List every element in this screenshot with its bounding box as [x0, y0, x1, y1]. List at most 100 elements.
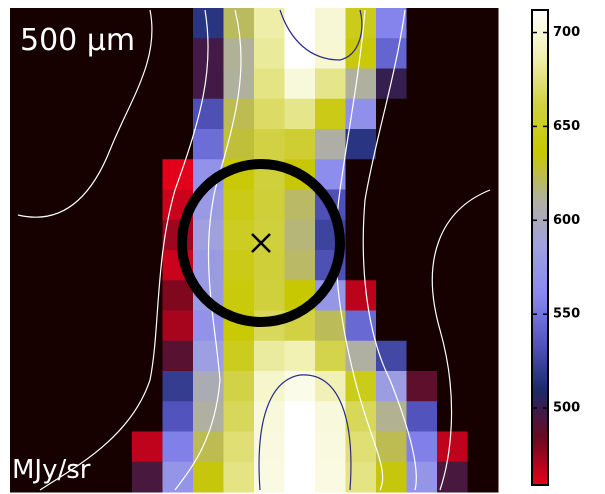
map-cell: [40, 8, 72, 39]
map-cell: [284, 68, 316, 100]
map-cell: [40, 371, 72, 402]
map-cell: [284, 98, 316, 130]
colorbar-tick-label: 500: [553, 401, 580, 416]
map-cell: [132, 129, 163, 160]
map-cell: [40, 38, 72, 69]
map-cell: [10, 8, 41, 39]
map-cell: [71, 371, 102, 402]
map-cell: [132, 189, 163, 221]
map-cell: [101, 189, 133, 221]
map-cell: [193, 461, 224, 493]
map-cell: [406, 159, 438, 190]
map-cell: [284, 8, 316, 39]
map-cell: [71, 280, 102, 311]
contours: [17, 9, 491, 491]
map-cell: [467, 38, 499, 69]
map-cell: [132, 310, 163, 342]
map-cell: [40, 401, 72, 432]
map-cell: [10, 68, 41, 100]
map-cell: [71, 159, 102, 190]
map-cell: [467, 189, 499, 221]
map-cell: [10, 340, 41, 372]
map-cell: [467, 98, 499, 130]
map-cell: [10, 310, 41, 342]
map-cell: [406, 340, 438, 372]
map-cell: [132, 401, 163, 432]
colorbar: [531, 9, 549, 486]
map-cell: [437, 401, 468, 432]
map-cell: [345, 189, 377, 221]
map-cell: [345, 250, 377, 281]
map-cell: [254, 280, 285, 311]
map-cell: [162, 129, 194, 160]
map-cell: [315, 431, 346, 463]
map-cell: [132, 461, 163, 493]
map-cell: [10, 250, 41, 281]
map-cell: [40, 159, 72, 190]
map-cell: [467, 219, 499, 251]
map-cell: [101, 340, 133, 372]
map-cell: [40, 461, 72, 493]
map-cell: [467, 461, 499, 493]
map-cell: [437, 431, 468, 463]
colorbar-tick-label: 550: [553, 307, 580, 322]
map-cell: [162, 340, 194, 372]
map-cell: [345, 371, 377, 402]
map-cell: [437, 340, 468, 372]
map-cell: [162, 431, 194, 463]
map-cell: [467, 280, 499, 311]
map-cell: [40, 310, 72, 342]
map-cell: [223, 38, 255, 69]
map-cell: [376, 401, 407, 432]
map-cell: [315, 8, 346, 39]
map-cell: [10, 219, 41, 251]
map-cell: [345, 340, 377, 372]
map-cell: [254, 371, 285, 402]
map-cell: [467, 340, 499, 372]
map-cell: [223, 219, 255, 251]
map-cell: [101, 8, 133, 39]
map-cell: [345, 68, 377, 100]
map-cell: [254, 68, 285, 100]
map-cell: [345, 159, 377, 190]
map-cell: [376, 280, 407, 311]
map-cell: [406, 189, 438, 221]
map-cell: [437, 159, 468, 190]
map-cell: [162, 159, 194, 190]
map-cell: [71, 431, 102, 463]
map-cell: [284, 461, 316, 493]
map-cell: [132, 68, 163, 100]
map-cell: [101, 68, 133, 100]
map-cell: [437, 129, 468, 160]
map-cell: [132, 250, 163, 281]
map-cell: [71, 98, 102, 130]
map-cell: [406, 219, 438, 251]
map-cell: [40, 98, 72, 130]
map-cell: [315, 340, 346, 372]
map-cell: [406, 461, 438, 493]
map-cell: [71, 38, 102, 69]
map-cell: [284, 371, 316, 402]
map-cell: [315, 129, 346, 160]
map-cell: [10, 371, 41, 402]
map-cell: [437, 219, 468, 251]
map-cell: [10, 189, 41, 221]
map-cell: [254, 340, 285, 372]
map-cell: [315, 461, 346, 493]
map-cell: [193, 431, 224, 463]
map-cell: [10, 38, 41, 69]
map-cell: [193, 340, 224, 372]
colorbar-tick-label: 650: [553, 119, 580, 134]
map-cell: [101, 250, 133, 281]
map-cell: [132, 98, 163, 130]
map-cell: [437, 280, 468, 311]
peak-marker: [251, 233, 271, 253]
map-cell: [132, 431, 163, 463]
map-cell: [406, 431, 438, 463]
map-cell: [71, 189, 102, 221]
map-cell: [40, 280, 72, 311]
map-cell: [406, 68, 438, 100]
map-cell: [315, 38, 346, 69]
map-cell: [345, 129, 377, 160]
map-cell: [10, 159, 41, 190]
